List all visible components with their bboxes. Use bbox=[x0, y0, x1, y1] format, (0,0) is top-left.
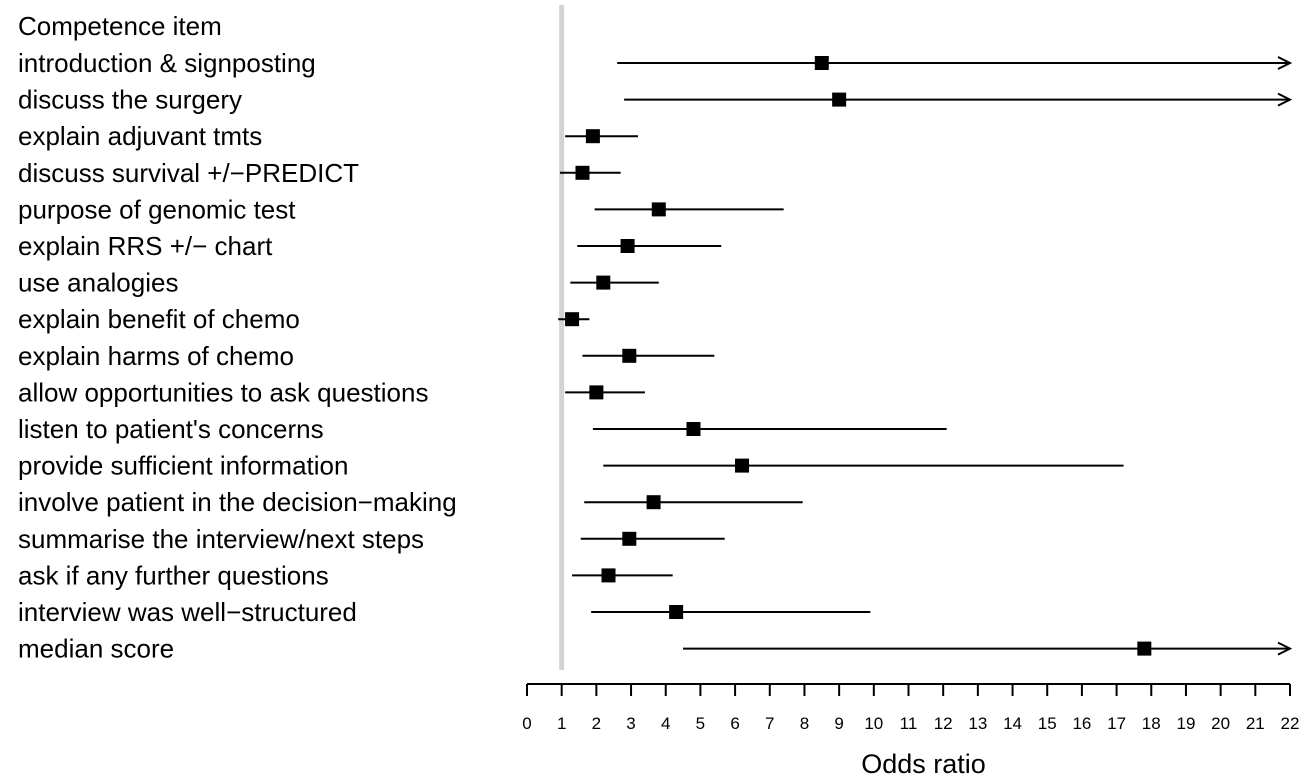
row-label: explain adjuvant tmts bbox=[18, 121, 262, 151]
x-tick-label: 7 bbox=[765, 714, 774, 733]
odds-ratio-marker bbox=[669, 605, 684, 619]
row-label: median score bbox=[18, 634, 174, 664]
odds-ratio-marker bbox=[651, 202, 666, 217]
x-tick-label: 20 bbox=[1211, 714, 1230, 733]
odds-ratio-marker bbox=[565, 312, 580, 327]
x-tick-label: 14 bbox=[1003, 714, 1022, 733]
odds-ratio-marker bbox=[646, 495, 661, 510]
odds-ratio-marker bbox=[622, 348, 637, 363]
ci-arrow-icon bbox=[1277, 56, 1293, 70]
odds-ratio-marker bbox=[620, 239, 635, 253]
rows-group: introduction & signposting discuss the su… bbox=[18, 48, 1293, 664]
x-tick-label: 18 bbox=[1142, 714, 1161, 733]
x-tick-label: 0 bbox=[522, 714, 531, 733]
odds-ratio-marker bbox=[589, 385, 604, 400]
x-axis: 0 1 2 3 4 5 6 7 8 9 10 11 12 13 14 15 16 17 18 19 20 21 22 bbox=[522, 683, 1300, 733]
row-label: ask if any further questions bbox=[18, 560, 329, 590]
x-tick-label: 19 bbox=[1176, 714, 1195, 733]
odds-ratio-marker bbox=[575, 165, 590, 180]
odds-ratio-marker bbox=[622, 531, 637, 546]
odds-ratio-marker bbox=[585, 129, 600, 144]
row-label: use analogies bbox=[18, 268, 178, 298]
x-tick-label: 5 bbox=[696, 714, 705, 733]
x-tick-label: 15 bbox=[1038, 714, 1057, 733]
x-tick-label: 12 bbox=[934, 714, 953, 733]
x-tick-label: 8 bbox=[800, 714, 809, 733]
odds-ratio-marker bbox=[686, 422, 701, 436]
row-label: purpose of genomic test bbox=[18, 194, 296, 224]
x-tick-label: 1 bbox=[557, 714, 566, 733]
row-label: introduction & signposting bbox=[18, 48, 316, 78]
row-label: explain RRS +/− chart bbox=[18, 231, 273, 261]
column-header: Competence item bbox=[18, 11, 222, 41]
x-tick-label: 4 bbox=[661, 714, 670, 733]
row-label: listen to patient's concerns bbox=[18, 414, 324, 444]
row-label: discuss survival +/−PREDICT bbox=[18, 158, 359, 188]
x-tick-label: 21 bbox=[1246, 714, 1265, 733]
odds-ratio-marker bbox=[1137, 641, 1152, 656]
x-tick-label: 11 bbox=[900, 714, 918, 733]
row-label: explain harms of chemo bbox=[18, 341, 294, 371]
ci-arrow-icon bbox=[1277, 641, 1293, 656]
x-tick-label: 13 bbox=[968, 714, 987, 733]
x-tick-label: 6 bbox=[730, 714, 739, 733]
odds-ratio-marker bbox=[596, 275, 611, 290]
x-axis-title: Odds ratio bbox=[861, 749, 986, 779]
row-label: discuss the surgery bbox=[18, 85, 242, 115]
x-tick-label: 16 bbox=[1072, 714, 1091, 733]
x-tick-label: 22 bbox=[1281, 714, 1300, 733]
row-label: interview was well−structured bbox=[18, 597, 357, 627]
x-tick-label: 3 bbox=[626, 714, 635, 733]
row-label: involve patient in the decision−making bbox=[18, 487, 457, 517]
odds-ratio-marker bbox=[601, 568, 616, 583]
x-tick-label: 2 bbox=[592, 714, 601, 733]
x-tick-label: 17 bbox=[1107, 714, 1126, 733]
odds-ratio-marker bbox=[735, 458, 750, 473]
x-tick-label: 9 bbox=[834, 714, 843, 733]
odds-ratio-marker bbox=[814, 56, 829, 70]
row-label: summarise the interview/next steps bbox=[18, 524, 424, 554]
x-tick-label: 10 bbox=[864, 714, 883, 733]
odds-ratio-marker bbox=[832, 92, 847, 107]
row-label: explain benefit of chemo bbox=[18, 304, 300, 334]
row-label: allow opportunities to ask questions bbox=[18, 377, 428, 407]
row-label: provide sufficient information bbox=[18, 451, 348, 481]
ci-arrow-icon bbox=[1277, 92, 1293, 107]
